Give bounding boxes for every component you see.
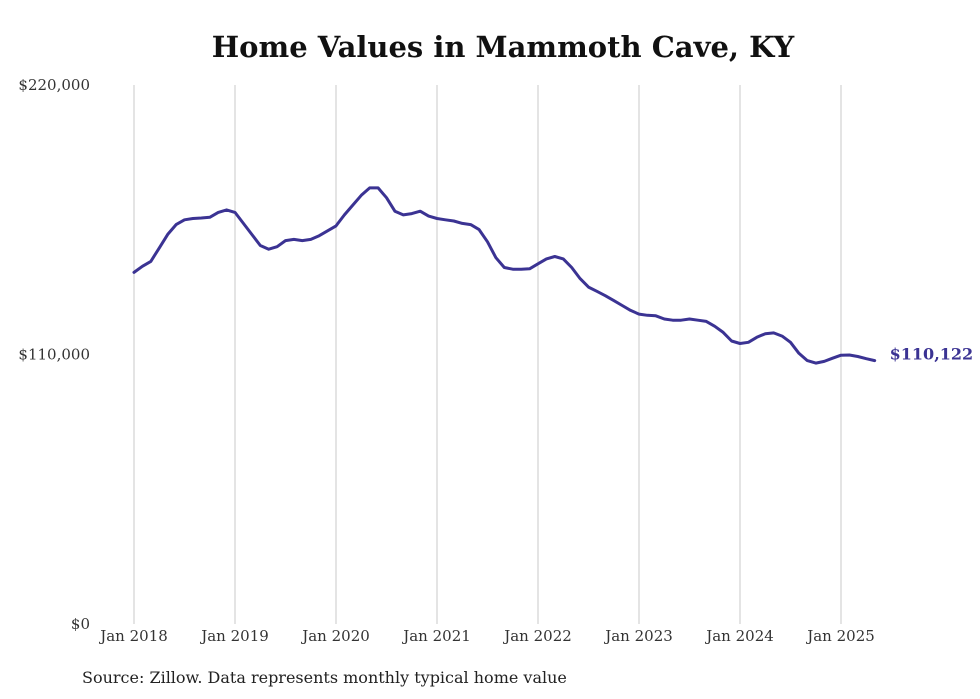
x-tick-label: Jan 2023 <box>603 627 673 645</box>
x-tick-label: Jan 2020 <box>300 627 370 645</box>
source-note: Source: Zillow. Data represents monthly … <box>82 668 567 687</box>
end-value-label: $110,122 <box>890 345 974 364</box>
grid-lines <box>133 85 842 624</box>
series-line <box>132 186 877 365</box>
y-tick-label: $220,000 <box>18 76 90 94</box>
chart-title: Home Values in Mammoth Cave, KY <box>211 30 795 64</box>
y-axis: $0 $110,000 $220,000 <box>18 76 90 633</box>
x-axis: Jan 2018 Jan 2019 Jan 2020 Jan 2021 Jan 2022… <box>98 627 875 645</box>
x-tick-label: Jan 2019 <box>199 627 269 645</box>
x-tick-label: Jan 2018 <box>98 627 168 645</box>
y-tick-label: $110,000 <box>18 346 90 364</box>
x-tick-label: Jan 2025 <box>805 627 875 645</box>
x-tick-label: Jan 2021 <box>401 627 471 645</box>
x-tick-label: Jan 2024 <box>704 627 774 645</box>
x-tick-label: Jan 2022 <box>502 627 572 645</box>
y-tick-label: $0 <box>71 615 90 633</box>
